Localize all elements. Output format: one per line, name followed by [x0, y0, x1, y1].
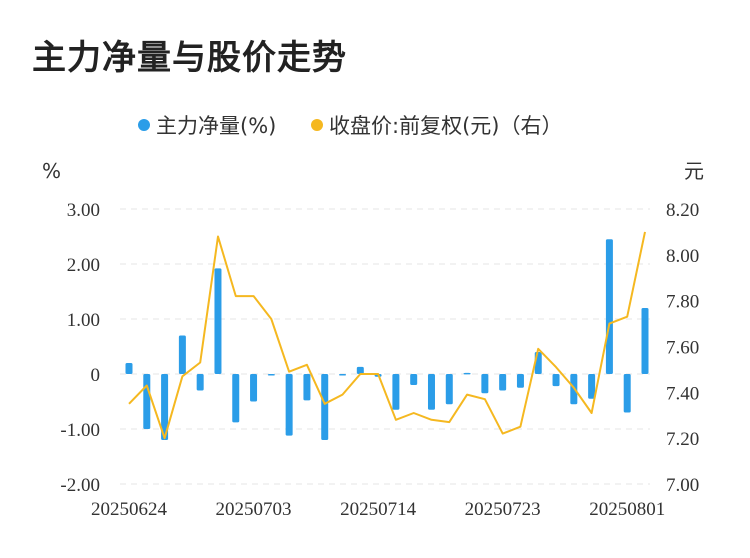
net-volume-bar — [552, 374, 560, 387]
net-volume-bar — [125, 363, 133, 374]
chart-title: 主力净量与股价走势 — [32, 38, 347, 78]
close-price-line — [128, 231, 646, 440]
grid-lines — [120, 208, 650, 485]
right-axis-ticks: 8.20 8.00 7.80 7.60 7.40 7.20 7.00 — [666, 200, 699, 496]
net-volume-bar — [623, 374, 631, 413]
net-volume-bar — [427, 374, 435, 410]
net-volume-bar — [303, 374, 311, 401]
x-tick-label: 20250714 — [340, 499, 417, 520]
right-tick-label: 7.80 — [666, 292, 699, 313]
right-tick-label: 8.20 — [666, 200, 699, 221]
right-tick-label: 7.60 — [666, 338, 699, 359]
legend-label-net-volume: 主力净量(%) — [156, 114, 276, 138]
net-volume-bar — [178, 335, 186, 374]
left-tick-label: 1.00 — [67, 310, 100, 331]
net-volume-bar — [641, 308, 649, 374]
net-volume-bar — [463, 372, 471, 375]
left-axis-unit: % — [42, 159, 61, 183]
net-volume-bar — [161, 374, 169, 440]
net-volume-bar — [196, 374, 204, 391]
left-tick-label: 3.00 — [67, 200, 100, 221]
close-price-line-group — [128, 231, 646, 440]
net-volume-bar — [445, 374, 453, 405]
x-tick-label: 20250624 — [91, 499, 168, 520]
right-tick-label: 8.00 — [666, 246, 699, 267]
left-tick-label: 2.00 — [67, 255, 100, 276]
legend-label-close-price: 收盘价:前复权(元)（右） — [329, 114, 562, 138]
net-volume-bar — [250, 374, 258, 402]
legend-marker-close-price — [311, 119, 323, 131]
net-volume-bar — [481, 374, 489, 394]
net-volume-bar — [214, 268, 222, 374]
net-volume-bar — [605, 239, 613, 374]
legend: 主力净量(%) 收盘价:前复权(元)（右） — [138, 114, 562, 138]
right-axis-unit: 元 — [684, 159, 704, 183]
net-volume-bar — [392, 374, 400, 410]
net-volume-bar — [267, 374, 275, 376]
net-volume-bar — [499, 374, 507, 391]
x-tick-label: 20250801 — [589, 499, 665, 520]
right-tick-label: 7.00 — [666, 475, 699, 496]
right-tick-label: 7.20 — [666, 429, 699, 450]
net-volume-bar — [356, 366, 364, 374]
net-volume-bar — [588, 374, 596, 399]
left-tick-label: 0 — [91, 365, 101, 386]
x-tick-label: 20250723 — [465, 499, 541, 520]
net-volume-bar — [232, 374, 240, 423]
left-axis-ticks: 3.00 2.00 1.00 0 -1.00 -2.00 — [60, 200, 100, 496]
x-tick-label: 20250703 — [216, 499, 292, 520]
left-tick-label: -1.00 — [60, 420, 100, 441]
net-volume-bar — [410, 374, 418, 385]
legend-marker-net-volume — [138, 119, 150, 131]
net-volume-bar — [516, 374, 524, 388]
left-tick-label: -2.00 — [60, 475, 100, 496]
net-volume-bar — [285, 374, 293, 436]
x-axis-ticks: 20250624 20250703 20250714 20250723 20250801 — [91, 499, 665, 520]
right-tick-label: 7.40 — [666, 383, 699, 404]
net-volume-bar — [339, 374, 347, 376]
net-volume-bar — [321, 374, 329, 440]
net-volume-bar — [143, 374, 151, 429]
